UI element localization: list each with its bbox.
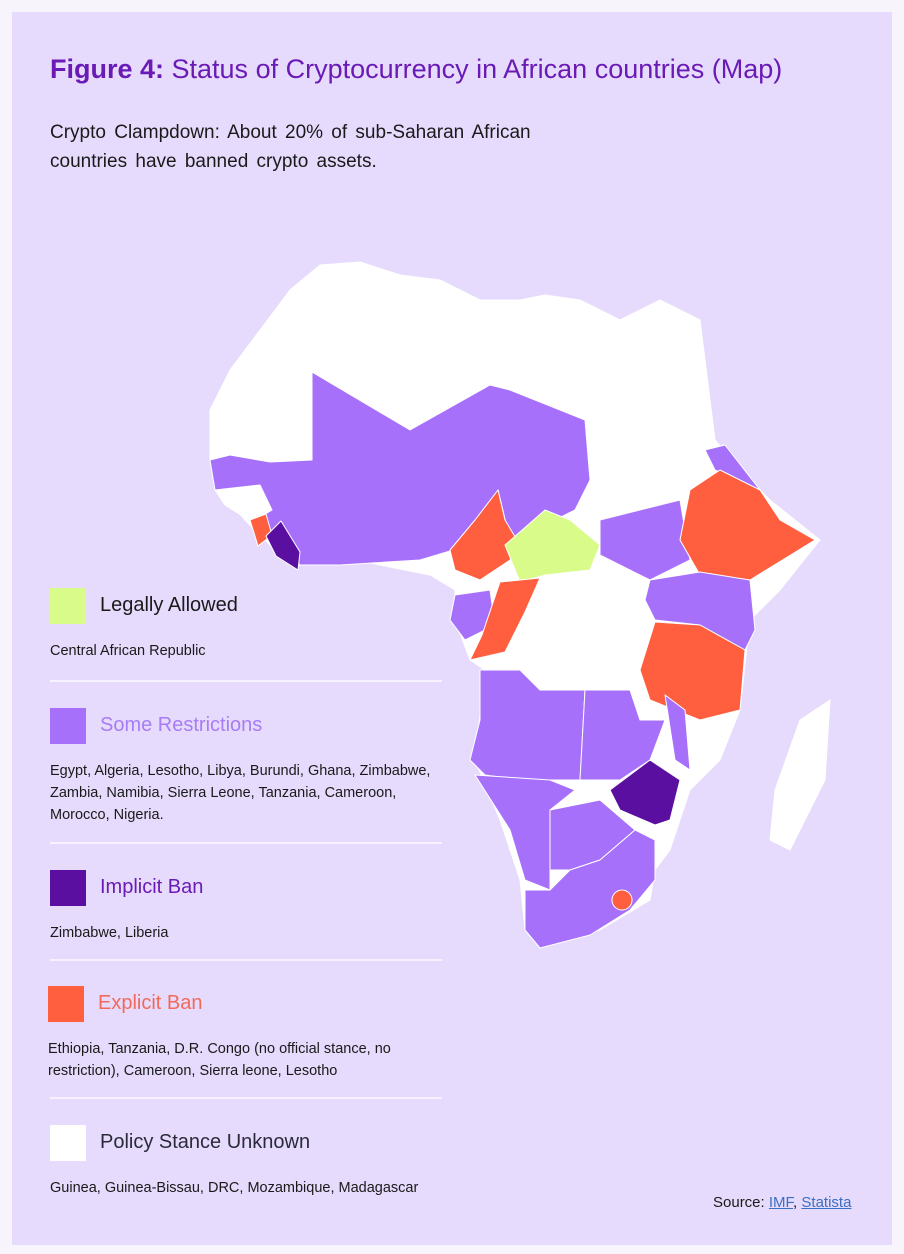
figure-title-text: Status of Cryptocurrency in African coun… [164, 54, 783, 84]
legend-label: Policy Stance Unknown [100, 1131, 311, 1153]
region-congo [469, 577, 541, 661]
legend-countries: Zimbabwe, Liberia [50, 925, 169, 941]
legend-countries: Ethiopia, Tanzania, D.R. Congo (no offic… [48, 1041, 391, 1079]
legend-label: Explicit Ban [98, 992, 203, 1014]
source-note: Source: IMF, Statista [713, 1194, 851, 1211]
region-zimbabwe [609, 759, 681, 826]
legend-label: Some Restrictions [100, 714, 263, 736]
legend-countries: Central African Republic [50, 643, 206, 659]
region-liberia [265, 520, 301, 571]
region-south-sudan [599, 499, 691, 581]
legend-divider [50, 959, 442, 961]
figure-title: Figure 4: Status of Cryptocurrency in Af… [50, 54, 782, 85]
legend-swatch [50, 870, 86, 906]
region-south-africa [524, 829, 656, 949]
figure-subtitle: Crypto Clampdown: About 20% of sub-Sahar… [50, 122, 531, 172]
region-lesotho [611, 889, 633, 911]
legend-swatch [50, 1125, 86, 1161]
legend-label: Implicit Ban [100, 876, 204, 898]
region-gabon [449, 589, 496, 641]
legend-divider [50, 842, 442, 844]
region-zambia [579, 689, 666, 781]
legend-countries: Guinea, Guinea-Bissau, DRC, Mozambique, … [50, 1180, 419, 1196]
legend-swatch [50, 588, 86, 624]
legend-countries: Egypt, Algeria, Lesotho, Libya, Burundi,… [50, 763, 431, 823]
legend-swatch [50, 708, 86, 744]
region-ethiopia [679, 469, 816, 581]
legend-label: Legally Allowed [100, 594, 238, 616]
legend-swatch [48, 986, 84, 1022]
region-cameroon [449, 489, 521, 581]
source-link-imf[interactable]: IMF [768, 1194, 794, 1211]
figure-label: Figure 4: [50, 54, 165, 84]
source-separator: , [793, 1194, 802, 1211]
region-west-sahel-africa [209, 371, 591, 566]
source-link-statista[interactable]: Statista [801, 1194, 852, 1211]
source-label: Source: [713, 1194, 769, 1211]
legend-divider [50, 1097, 442, 1099]
region-malawi [664, 694, 691, 771]
legend-divider [50, 680, 442, 682]
region-madagascar [769, 699, 831, 851]
